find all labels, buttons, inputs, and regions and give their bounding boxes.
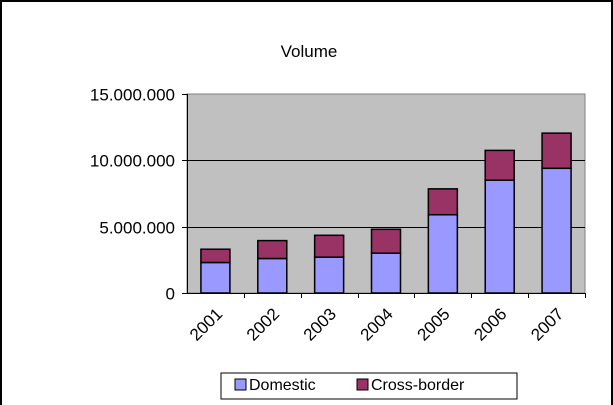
- bar-domestic-2004: [370, 252, 402, 294]
- gridlines: [187, 160, 585, 228]
- bar-domestic-2001: [200, 261, 231, 294]
- bar-cross-border-2002: [257, 239, 288, 260]
- legend-swatch-cross-border: [356, 378, 369, 391]
- bar-cross-border-2004: [370, 228, 402, 254]
- bar-domestic-2005: [427, 213, 459, 294]
- bar-cross-border-2005: [427, 188, 459, 216]
- bar-domestic-2006: [484, 179, 515, 294]
- legend-swatch-domestic: [234, 378, 247, 391]
- legend-label-cross-border: Cross-border: [371, 377, 465, 394]
- y-tick-label-2: 10.000.000: [90, 152, 175, 171]
- bar-cross-border-2003: [313, 234, 345, 258]
- bar-cross-border-2006: [484, 149, 515, 181]
- bar-cross-border-2001: [200, 248, 231, 264]
- y-tick-label-1: 5.000.000: [99, 219, 175, 238]
- bars: [200, 132, 572, 294]
- bar-domestic-2007: [541, 167, 572, 294]
- bar-domestic-2003: [313, 256, 345, 294]
- chart-title: Volume: [281, 42, 338, 61]
- y-tick-label-3: 15.000.000: [90, 86, 175, 105]
- legend-label-domestic: Domestic: [249, 377, 316, 394]
- y-tick-label-0: 0: [166, 285, 175, 304]
- legend-box: [220, 372, 518, 400]
- bar-domestic-2002: [257, 257, 288, 294]
- legend: Domestic Cross-border: [220, 372, 518, 400]
- axes: [182, 94, 586, 298]
- bar-cross-border-2007: [541, 132, 572, 170]
- y-tick-labels: 0 5.000.000 10.000.000 15.000.000: [90, 86, 175, 304]
